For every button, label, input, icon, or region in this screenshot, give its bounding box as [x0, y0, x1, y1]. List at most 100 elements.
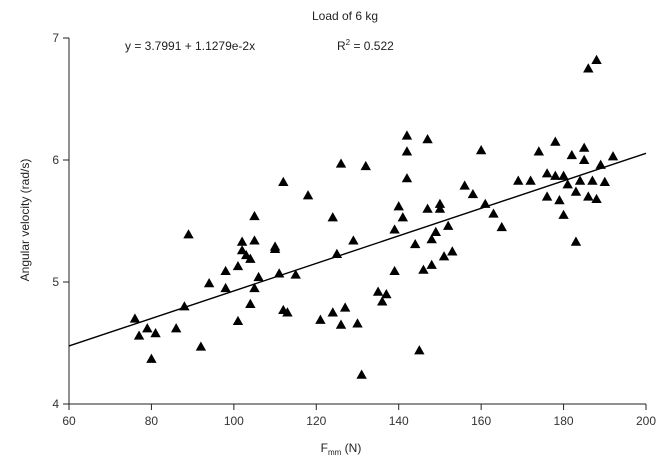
y-axis-ticks: 4 5 6 7 [52, 31, 69, 411]
data-point-triangle [562, 179, 573, 189]
data-point-triangle [558, 170, 569, 180]
regression-equation: y = 3.7991 + 1.1279e-2x [125, 39, 255, 53]
data-point-triangle [550, 170, 561, 180]
data-point-triangle [249, 210, 260, 221]
data-point-triangle [203, 278, 215, 288]
data-point-triangle [558, 209, 569, 219]
data-point-triangle [142, 323, 153, 333]
data-point-triangle [282, 307, 293, 317]
data-point-triangle [541, 191, 553, 201]
data-point-triangle [397, 212, 409, 222]
x-tick-label: 120 [306, 414, 326, 428]
data-point-triangle [389, 224, 400, 234]
r-squared-superscript: 2 [346, 38, 351, 47]
data-point-triangle [278, 176, 289, 186]
x-tick-label: 60 [62, 414, 76, 428]
data-points [129, 54, 619, 379]
data-point-triangle [236, 236, 248, 246]
r-squared-label: R2 = 0.522 [337, 38, 394, 53]
data-point-triangle [570, 236, 582, 246]
x-axis-ticks: 60 80 100 120 140 160 180 200 [62, 404, 656, 428]
x-tick-label: 180 [554, 414, 574, 428]
data-point-triangle [438, 251, 450, 261]
data-point-triangle [360, 160, 371, 171]
data-point-triangle [220, 265, 231, 276]
data-point-triangle [554, 195, 565, 205]
data-point-triangle [245, 298, 256, 308]
data-point-triangle [414, 345, 425, 355]
data-point-triangle [574, 175, 586, 185]
y-tick-label: 7 [52, 31, 59, 45]
data-point-triangle [232, 260, 244, 271]
x-tick-label: 140 [389, 414, 409, 428]
data-point-triangle [302, 190, 314, 200]
data-point-triangle [550, 136, 561, 146]
data-point-triangle [442, 220, 454, 230]
data-point-triangle [146, 353, 157, 363]
data-point-triangle [269, 243, 281, 254]
data-point-triangle [249, 235, 260, 245]
data-point-triangle [587, 175, 598, 185]
data-point-triangle [434, 198, 446, 208]
data-point-triangle [335, 158, 347, 168]
data-point-triangle [475, 145, 487, 155]
x-tick-label: 100 [224, 414, 244, 428]
data-point-triangle [253, 271, 264, 282]
data-point-triangle [496, 221, 507, 232]
data-point-triangle [595, 159, 606, 169]
data-point-triangle [129, 313, 141, 323]
data-point-triangle [422, 134, 433, 144]
data-point-triangle [150, 328, 161, 338]
data-point-triangle [389, 265, 400, 276]
data-point-triangle [533, 146, 545, 156]
data-point-triangle [583, 63, 594, 73]
data-point-triangle [327, 212, 338, 222]
data-point-triangle [183, 229, 194, 239]
data-point-triangle [583, 191, 594, 201]
data-point-triangle [170, 323, 182, 333]
data-point-triangle [133, 330, 145, 340]
data-point-triangle [488, 208, 499, 218]
data-point-triangle [393, 201, 404, 211]
x-axis-title: Fmm (N) [321, 441, 362, 457]
data-point-triangle [401, 130, 413, 140]
x-axis-title-unit: (N) [341, 441, 361, 455]
data-point-triangle [377, 296, 388, 306]
data-point-triangle [401, 173, 413, 183]
data-point-triangle [607, 151, 619, 161]
data-point-triangle [426, 234, 437, 244]
x-axis-title-main: F [321, 441, 328, 455]
data-point-triangle [348, 235, 359, 245]
data-point-triangle [236, 245, 248, 255]
data-point-triangle [335, 319, 347, 329]
data-point-triangle [410, 238, 421, 249]
data-point-triangle [249, 282, 260, 293]
data-point-triangle [578, 154, 590, 164]
chart-title: Load of 6 kg [312, 9, 378, 23]
r-squared-letter: R [337, 39, 346, 53]
data-point-triangle [352, 318, 363, 328]
y-tick-label: 6 [52, 153, 59, 167]
data-point-triangle [467, 188, 479, 199]
data-point-triangle [195, 341, 207, 351]
x-tick-label: 80 [145, 414, 159, 428]
data-point-triangle [232, 315, 244, 326]
y-axis-title: Angular velocity (rad/s) [18, 159, 32, 282]
data-point-triangle [381, 289, 392, 299]
x-axis-title-subscript: mm [328, 448, 342, 457]
data-point-triangle [570, 186, 582, 196]
data-point-triangle [578, 142, 590, 152]
data-point-triangle [591, 54, 602, 64]
data-point-triangle [418, 264, 429, 274]
data-point-triangle [315, 314, 326, 324]
data-point-triangle [220, 282, 231, 293]
data-point-triangle [245, 253, 256, 263]
data-point-triangle [525, 175, 536, 185]
data-point-triangle [459, 180, 470, 190]
y-tick-label: 4 [52, 397, 59, 411]
axes [68, 38, 646, 405]
data-point-triangle [290, 269, 301, 279]
data-point-triangle [513, 175, 524, 185]
data-point-triangle [426, 259, 437, 269]
